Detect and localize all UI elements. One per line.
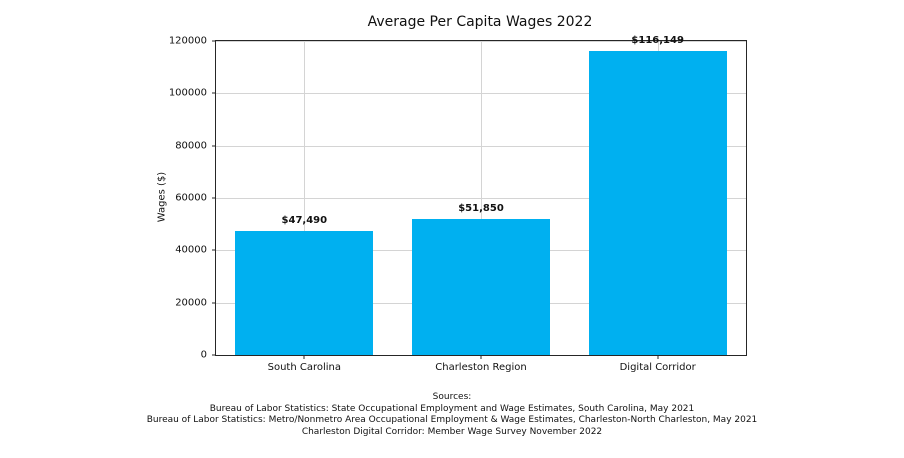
gridline-vertical bbox=[481, 41, 482, 355]
y-tick-mark bbox=[212, 354, 216, 356]
y-tick-label: 0 bbox=[200, 349, 207, 361]
y-axis-label: Wages ($) bbox=[156, 171, 168, 223]
y-tick-mark bbox=[212, 92, 216, 94]
bar bbox=[412, 219, 550, 355]
x-tick-mark bbox=[303, 355, 305, 359]
x-tick-mark bbox=[480, 355, 482, 359]
y-tick-label: 60000 bbox=[175, 192, 207, 204]
y-tick-label: 100000 bbox=[168, 87, 207, 99]
source-line: Charleston Digital Corridor: Member Wage… bbox=[301, 426, 603, 437]
x-tick-mark bbox=[657, 355, 659, 359]
y-tick-mark bbox=[212, 197, 216, 199]
y-tick-mark bbox=[212, 40, 216, 42]
source-line: Bureau of Labor Statistics: State Occupa… bbox=[209, 403, 695, 414]
y-tick-mark bbox=[212, 302, 216, 304]
x-tick-label: Charleston Region bbox=[435, 362, 527, 373]
y-tick-label: 20000 bbox=[175, 297, 207, 309]
x-tick-label: South Carolina bbox=[267, 362, 342, 373]
sources-block: Sources: Bureau of Labor Statistics: Sta… bbox=[0, 392, 904, 438]
bar-value-label: $116,149 bbox=[631, 35, 684, 47]
x-tick-label: Digital Corridor bbox=[619, 362, 696, 373]
bar bbox=[588, 51, 727, 355]
y-tick-label: 80000 bbox=[175, 140, 207, 152]
gridline-vertical bbox=[304, 41, 306, 355]
sources-heading: Sources: bbox=[432, 392, 472, 402]
y-tick-label: 120000 bbox=[168, 35, 207, 47]
source-line: Bureau of Labor Statistics: Metro/Nonmet… bbox=[146, 415, 758, 425]
y-tick-label: 40000 bbox=[175, 244, 207, 256]
bar-value-label: $47,490 bbox=[281, 214, 328, 226]
y-tick-mark bbox=[212, 145, 216, 147]
bar bbox=[235, 230, 374, 355]
plot-area: 0 20000 40000 60000 80000 100000 120000 $47,490… bbox=[169, 35, 747, 373]
y-tick-mark bbox=[212, 249, 216, 251]
chart-title: Average Per Capita Wages 2022 bbox=[367, 14, 593, 30]
bar-value-label: $51,850 bbox=[458, 203, 504, 215]
